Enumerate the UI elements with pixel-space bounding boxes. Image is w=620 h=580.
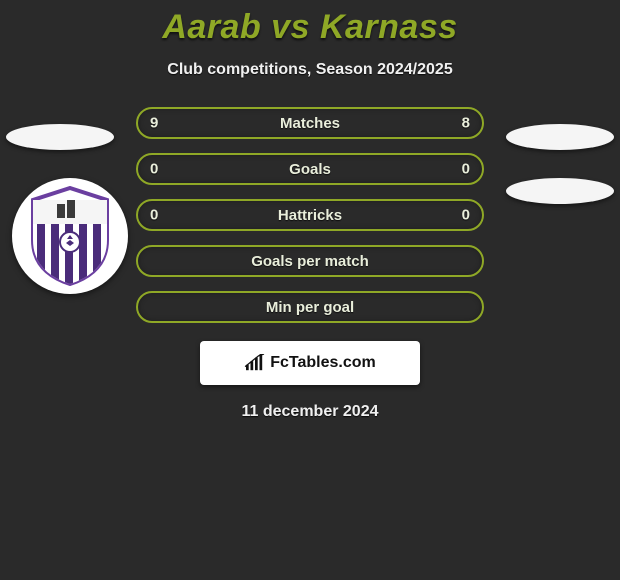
stat-label: Goals per match — [251, 253, 369, 270]
bar-chart-icon — [244, 354, 266, 372]
stat-row-hattricks: 0 Hattricks 0 — [136, 199, 484, 231]
stat-left-value: 0 — [150, 161, 158, 178]
stat-label: Matches — [280, 115, 340, 132]
stat-label: Goals — [289, 161, 331, 178]
stat-row-goals: 0 Goals 0 — [136, 153, 484, 185]
stats-container: 9 Matches 8 0 Goals 0 0 Hattricks 0 Goal… — [136, 107, 484, 323]
player-right-placeholder-2 — [506, 178, 614, 204]
stat-left-value: 9 — [150, 115, 158, 132]
page-subtitle: Club competitions, Season 2024/2025 — [0, 61, 620, 79]
date-line: 11 december 2024 — [0, 403, 620, 421]
stat-label: Hattricks — [278, 207, 342, 224]
stat-row-min-per-goal: Min per goal — [136, 291, 484, 323]
page-title: Aarab vs Karnass — [0, 0, 620, 47]
stat-row-matches: 9 Matches 8 — [136, 107, 484, 139]
stat-right-value: 8 — [462, 115, 470, 132]
club-badge — [12, 178, 128, 294]
club-crest-icon — [27, 186, 113, 286]
stat-row-goals-per-match: Goals per match — [136, 245, 484, 277]
player-right-placeholder-1 — [506, 124, 614, 150]
stat-right-value: 0 — [462, 161, 470, 178]
stat-label: Min per goal — [266, 299, 354, 316]
brand-text: FcTables.com — [270, 354, 376, 372]
brand-card[interactable]: FcTables.com — [200, 341, 420, 385]
player-left-placeholder — [6, 124, 114, 150]
stat-left-value: 0 — [150, 207, 158, 224]
stat-right-value: 0 — [462, 207, 470, 224]
